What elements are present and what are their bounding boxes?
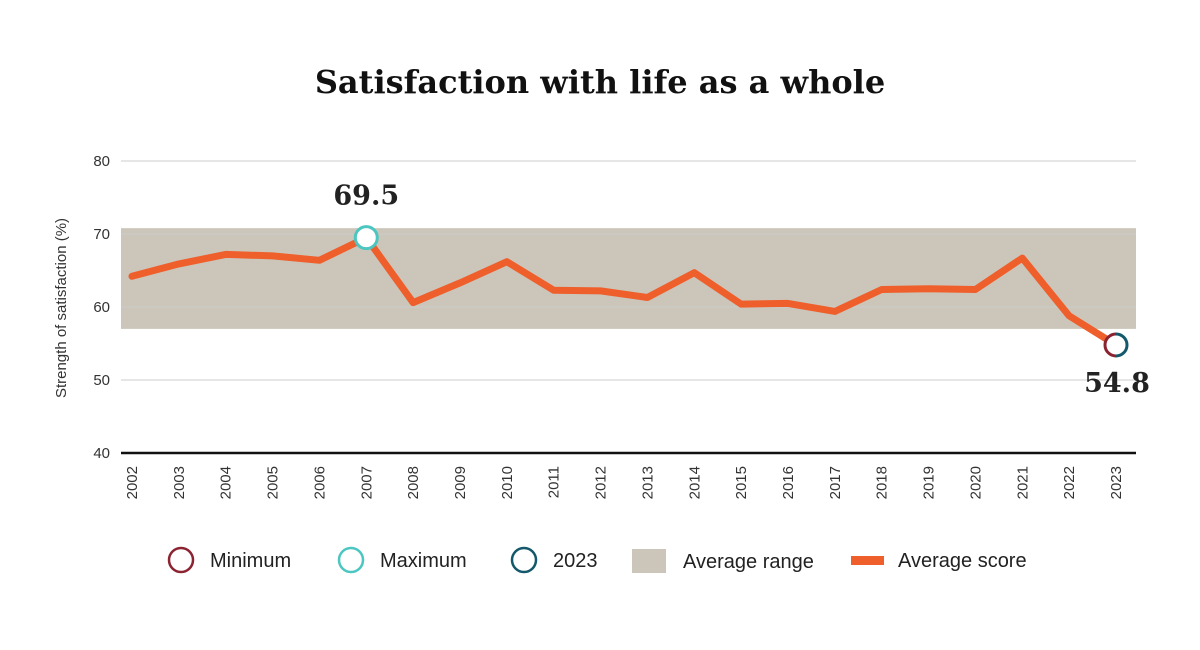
annotation-layer: 69.5 54.8 xyxy=(333,181,1149,399)
x-tick-label-2012: 2012 xyxy=(593,466,610,499)
average-range-band xyxy=(121,228,1136,329)
legend-score-label: Average score xyxy=(898,550,1027,572)
x-tick-label-2008: 2008 xyxy=(405,466,422,499)
x-tick-label-2007: 2007 xyxy=(358,466,375,499)
legend-maximum-swatch xyxy=(337,546,365,574)
legend-range-swatch xyxy=(632,549,666,573)
legend: Minimum Maximum 2023 Average range Avera… xyxy=(167,546,1027,574)
legend-score-swatch xyxy=(851,556,884,565)
x-tick-label-2009: 2009 xyxy=(452,466,469,499)
x-tick-label-2020: 2020 xyxy=(967,466,984,499)
y-tick-label-40: 40 xyxy=(93,445,110,462)
y-tick-label-70: 70 xyxy=(93,226,110,243)
grid-layer xyxy=(121,160,1136,455)
x-tick-label-2003: 2003 xyxy=(171,466,188,499)
y-ticks: 40 50 60 70 80 xyxy=(93,153,110,462)
chart-title: Satisfaction with life as a whole xyxy=(315,63,885,101)
legend-minimum-swatch xyxy=(167,546,195,574)
average-score-line xyxy=(128,234,1120,349)
x-tick-label-2018: 2018 xyxy=(874,466,891,499)
legend-2023-swatch xyxy=(510,546,538,574)
legend-minimum-label: Minimum xyxy=(210,550,291,572)
legend-range-label: Average range xyxy=(683,551,814,573)
y-tick-label-50: 50 xyxy=(93,372,110,389)
x-tick-label-2002: 2002 xyxy=(124,466,141,499)
average-range-layer xyxy=(121,228,1136,329)
2023-marker xyxy=(1115,332,1129,358)
x-tick-label-2006: 2006 xyxy=(311,466,328,499)
marker-layer xyxy=(353,225,1129,358)
maximum-marker xyxy=(353,225,379,251)
x-tick-label-2005: 2005 xyxy=(265,466,282,499)
callout-2007: 69.5 xyxy=(333,181,399,212)
x-tick-label-2010: 2010 xyxy=(499,466,516,499)
x-tick-label-2022: 2022 xyxy=(1061,466,1078,499)
x-tick-label-2023: 2023 xyxy=(1108,466,1125,499)
x-tick-label-2011: 2011 xyxy=(546,466,563,498)
y-axis-label: Strength of satisfaction (%) xyxy=(53,218,70,398)
x-tick-label-2019: 2019 xyxy=(921,466,938,499)
legend-maximum-label: Maximum xyxy=(380,550,467,572)
x-tick-label-2014: 2014 xyxy=(686,466,703,499)
y-tick-label-80: 80 xyxy=(93,153,110,170)
x-tick-label-2013: 2013 xyxy=(639,466,656,499)
x-tick-label-2015: 2015 xyxy=(733,466,750,499)
x-tick-label-2016: 2016 xyxy=(780,466,797,499)
x-tick-label-2021: 2021 xyxy=(1014,466,1031,499)
x-tick-label-2017: 2017 xyxy=(827,466,844,499)
y-tick-label-60: 60 xyxy=(93,299,110,316)
minimum-marker xyxy=(1103,332,1117,358)
x-tick-label-2004: 2004 xyxy=(218,466,235,499)
callout-2023: 54.8 xyxy=(1084,368,1150,399)
legend-2023-label: 2023 xyxy=(553,550,598,572)
x-ticks: 2002 2003 2004 2005 2006 2007 2008 2009 2010 2011… xyxy=(124,466,1125,499)
2023-marker-fill xyxy=(1105,333,1127,356)
average-score-layer xyxy=(128,234,1120,349)
